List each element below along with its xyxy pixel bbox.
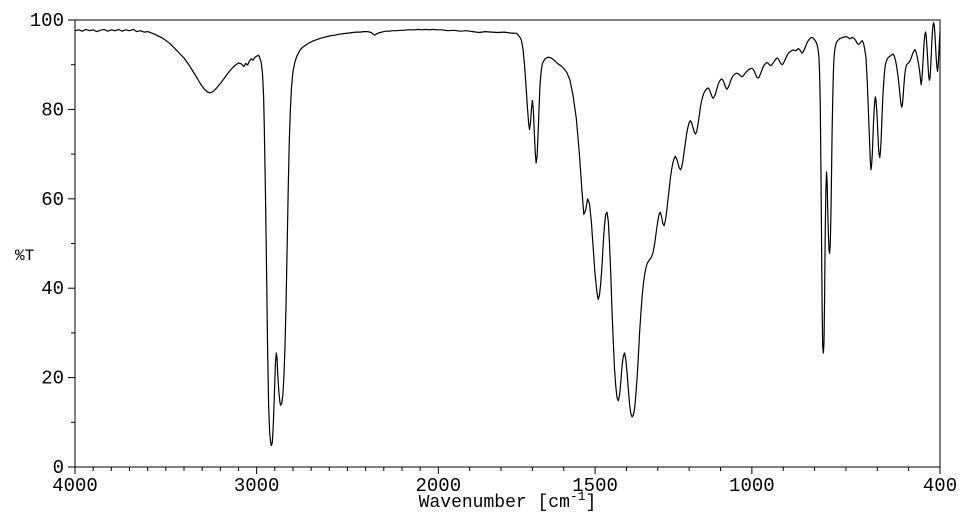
x-axis-title-text: Wavenumber [cm [418, 493, 570, 513]
y-tick-label: 20 [41, 368, 64, 390]
y-tick-label: 0 [53, 457, 64, 479]
x-tick-label: 4000 [52, 475, 98, 497]
x-axis-title-bracket: ] [585, 493, 597, 513]
x-tick-label: 3000 [234, 475, 280, 497]
y-tick-label: 40 [41, 278, 64, 300]
y-tick-label: 60 [41, 189, 64, 211]
y-tick-label: 100 [30, 10, 64, 32]
x-axis-title: Wavenumber [cm-1] [75, 489, 940, 513]
y-tick-label: 80 [41, 99, 64, 121]
x-tick-label: 1000 [729, 475, 775, 497]
spectrum-line [74, 22, 941, 447]
plot-frame [74, 19, 941, 468]
y-axis-title: %T [15, 247, 35, 265]
x-tick-label: 400 [923, 475, 957, 497]
x-axis-title-superscript: -1 [569, 489, 586, 504]
x-tick-label: 2000 [415, 475, 461, 497]
x-tick-label: 1500 [572, 475, 618, 497]
